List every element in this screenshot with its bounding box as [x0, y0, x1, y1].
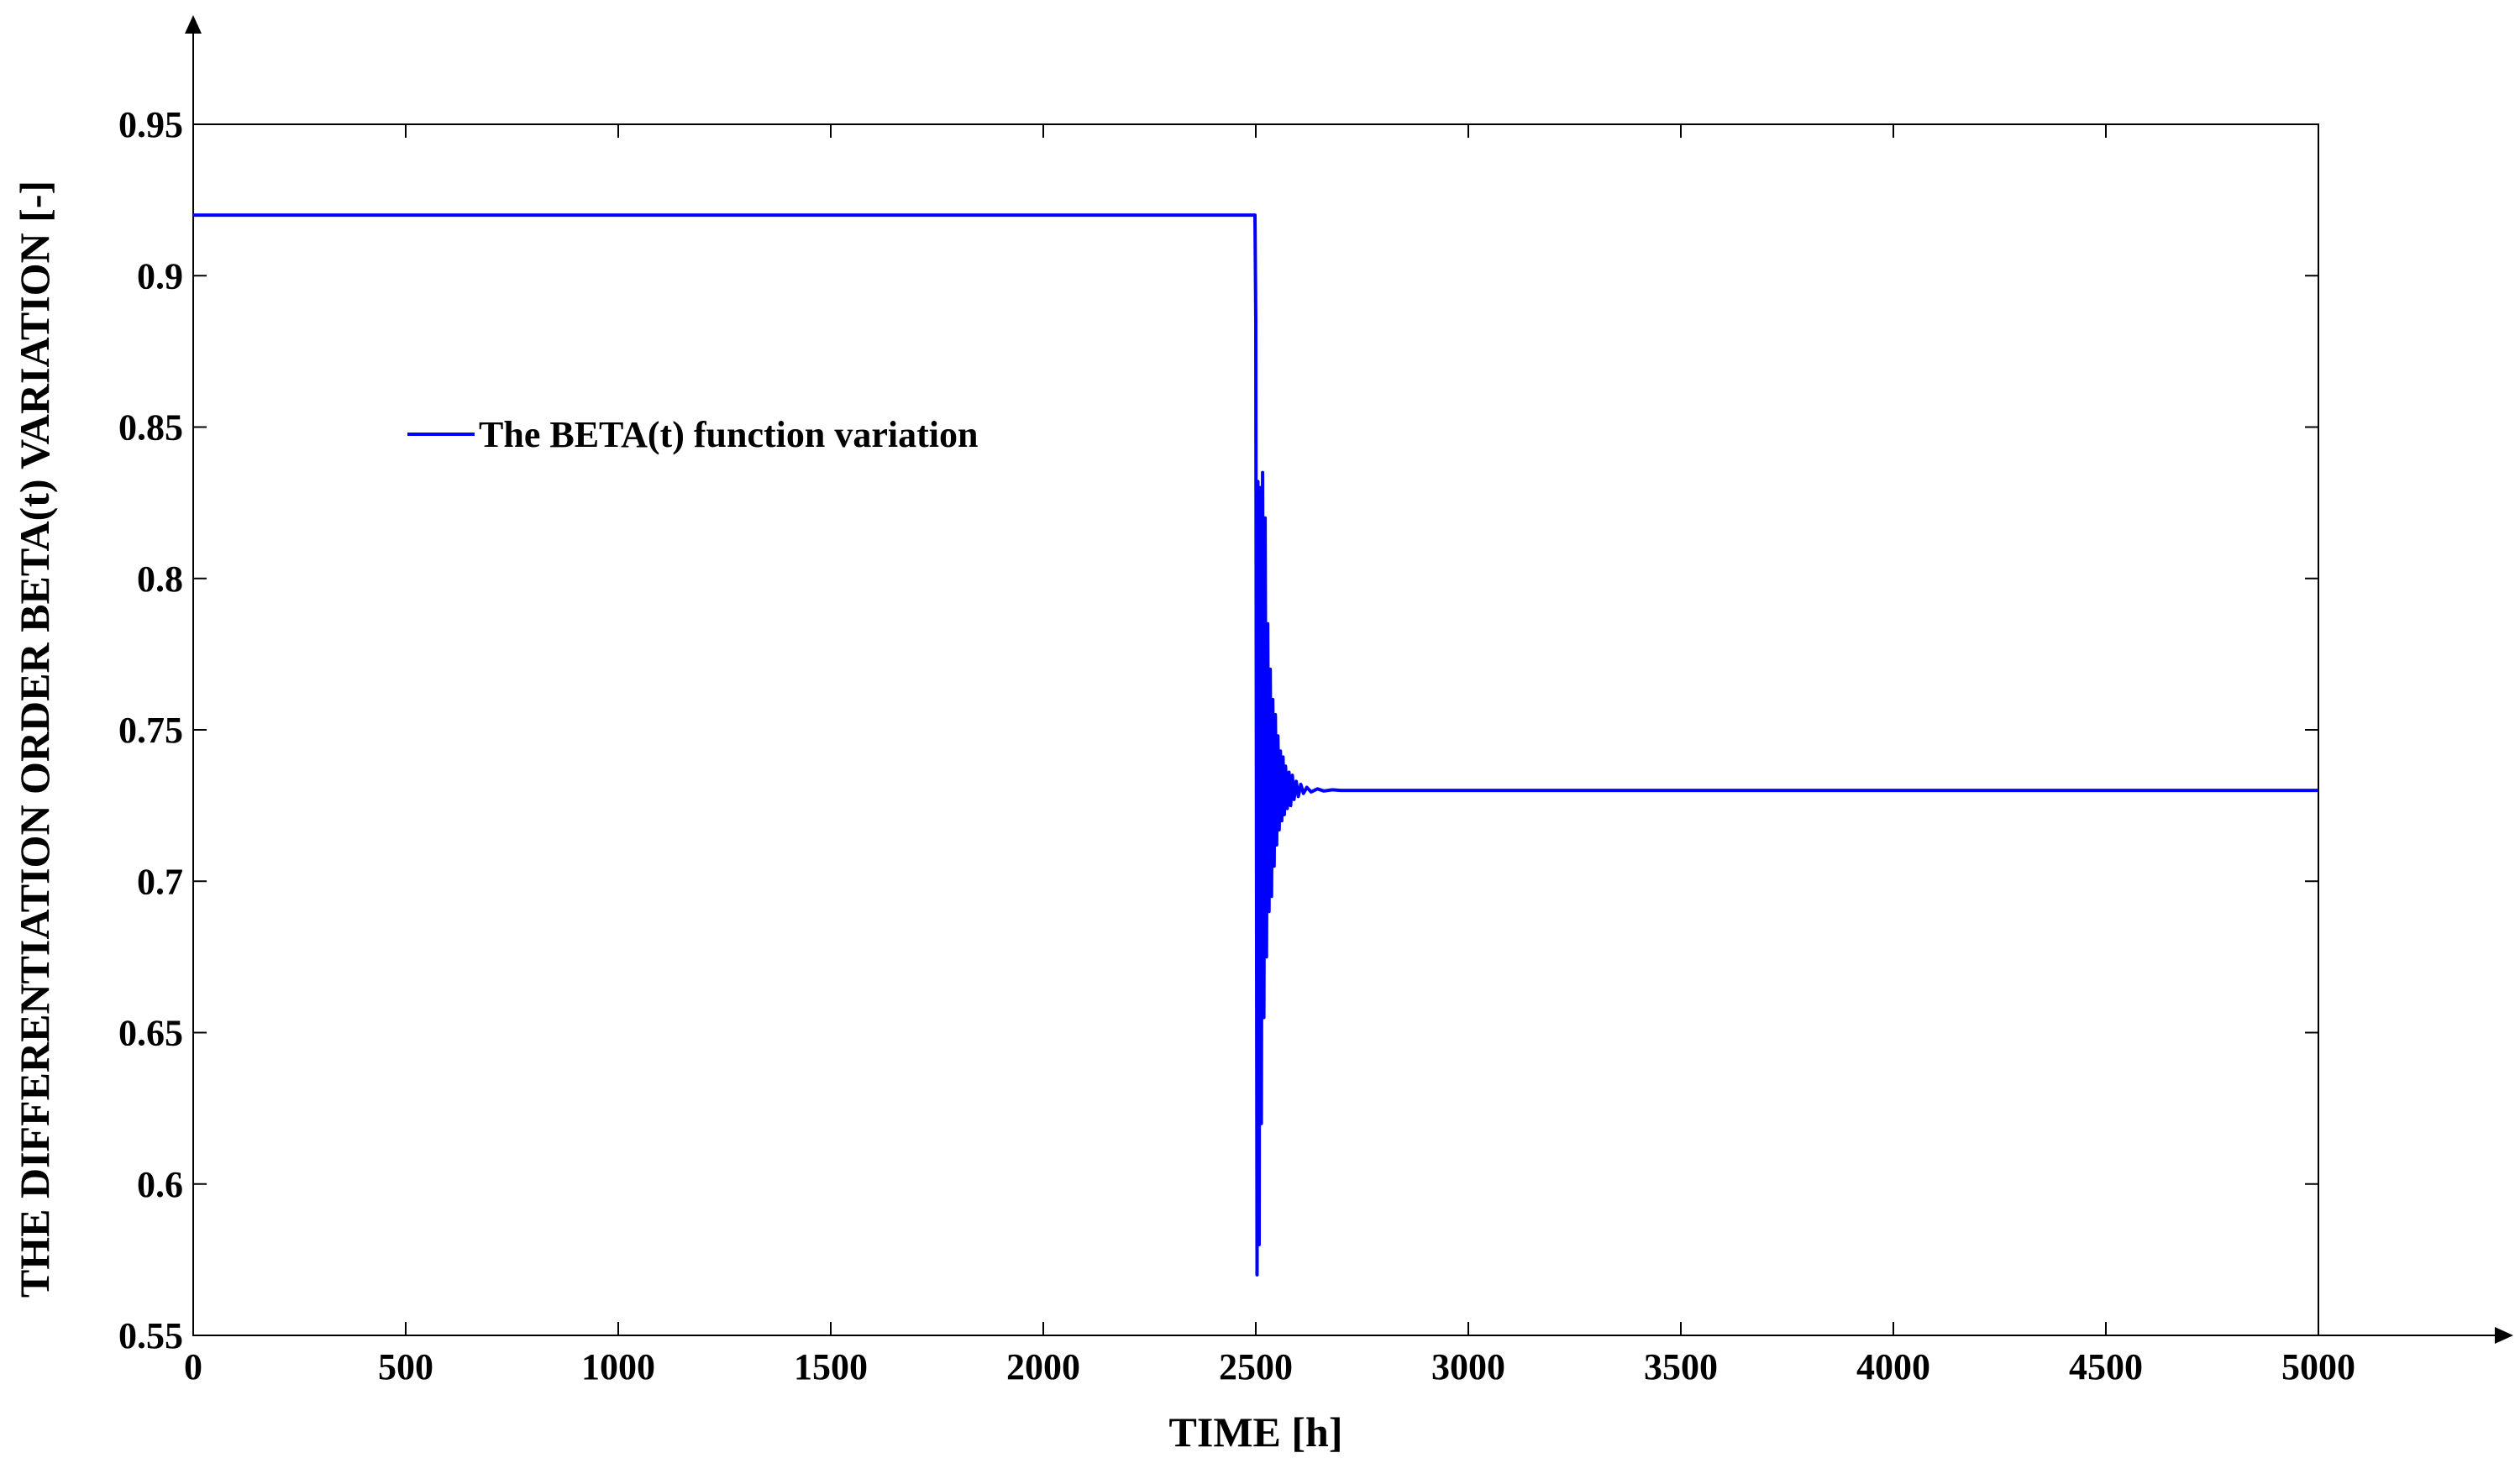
legend: The BETA(t) function variation [407, 414, 978, 455]
y-tick-label: 0.85 [118, 407, 183, 448]
y-tick-label: 0.6 [137, 1164, 183, 1205]
x-tick-label: 1000 [581, 1346, 655, 1387]
y-axis-title: THE DIFFERENTIATION ORDER BETA(t) VARIAT… [11, 181, 58, 1298]
tick-labels: 0 500 1000 1500 2000 2500 3000 3500 4000 4500 5000… [118, 104, 2355, 1387]
y-tick-label: 0.75 [118, 710, 183, 751]
x-tick-label: 500 [378, 1346, 433, 1387]
y-tick-label: 0.55 [118, 1315, 183, 1356]
axis-ticks [192, 123, 2319, 1336]
y-axis-arrowhead [185, 15, 202, 34]
x-tick-label: 2000 [1006, 1346, 1080, 1387]
x-axis-title: TIME [h] [1169, 1408, 1343, 1455]
series-lines [193, 213, 2318, 1277]
x-tick-label: 0 [184, 1346, 202, 1387]
legend-label: The BETA(t) function variation [479, 414, 978, 455]
y-tick-label: 0.8 [137, 559, 183, 600]
x-tick-label: 3000 [1431, 1346, 1505, 1387]
series-line [193, 213, 2318, 1277]
x-tick-label: 4500 [2069, 1346, 2143, 1387]
y-tick-label: 0.95 [118, 104, 183, 145]
y-tick-label: 0.65 [118, 1013, 183, 1054]
y-tick-label: 0.7 [137, 861, 183, 902]
x-tick-label: 3500 [1644, 1346, 1718, 1387]
x-axis-arrowhead [2495, 1327, 2513, 1344]
y-tick-label: 0.9 [137, 255, 183, 296]
x-tick-label: 2500 [1219, 1346, 1293, 1387]
x-tick-label: 1500 [794, 1346, 868, 1387]
x-tick-label: 5000 [2281, 1346, 2355, 1387]
x-tick-label: 4000 [1856, 1346, 1930, 1387]
